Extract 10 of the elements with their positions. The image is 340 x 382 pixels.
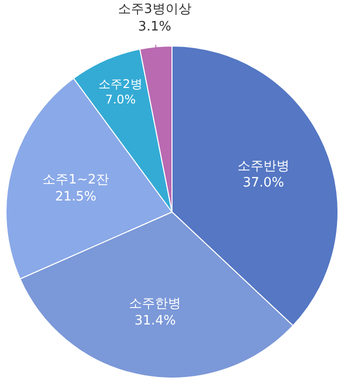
data-label: 31.4%: [134, 313, 176, 328]
slice-label: 소주반병: [237, 158, 290, 174]
slice-label: 소주3병이상: [118, 2, 192, 17]
data-label: 7.0%: [105, 92, 136, 107]
slice-label: 소주한병: [129, 296, 182, 312]
slice-label: 소주2병: [98, 77, 142, 92]
data-label: 3.1%: [138, 19, 172, 34]
data-label: 21.5%: [55, 190, 96, 205]
slice-label: 소주1~2잔: [42, 172, 109, 188]
data-label: 37.0%: [242, 176, 284, 191]
